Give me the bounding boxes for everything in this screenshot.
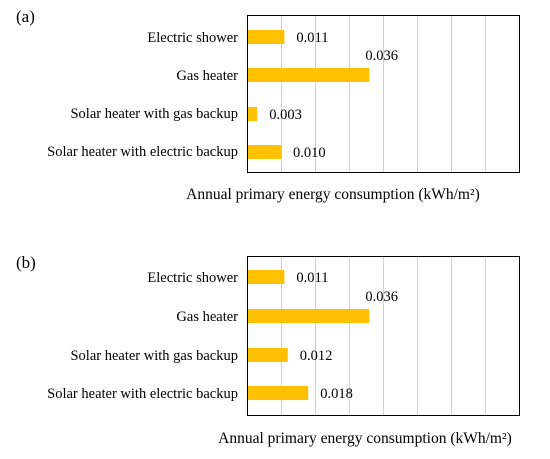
panel-label: (a) bbox=[16, 7, 35, 26]
category-label: Electric shower bbox=[147, 270, 238, 286]
category-labels: Electric shower Gas heater Solar heater … bbox=[47, 270, 238, 402]
bars bbox=[248, 30, 370, 159]
data-label: 0.003 bbox=[269, 107, 302, 123]
data-label: 0.011 bbox=[296, 270, 328, 286]
category-label: Gas heater bbox=[176, 68, 238, 84]
chart-panel-a: (a) Electric shower Gas heater Solar hea… bbox=[16, 7, 520, 203]
plot-frame bbox=[247, 15, 520, 173]
category-labels: Electric shower Gas heater Solar heater … bbox=[47, 30, 238, 160]
category-label: Solar heater with electric backup bbox=[47, 386, 238, 402]
data-label: 0.036 bbox=[365, 289, 398, 305]
data-label: 0.036 bbox=[365, 48, 398, 64]
data-labels: 0.011 0.036 0.003 0.010 bbox=[269, 30, 398, 161]
plot-frame bbox=[247, 256, 520, 416]
category-label: Solar heater with electric backup bbox=[47, 144, 238, 160]
bar bbox=[248, 270, 285, 284]
data-labels: 0.011 0.036 0.012 0.018 bbox=[296, 270, 398, 402]
data-label: 0.010 bbox=[293, 145, 326, 161]
bar bbox=[248, 309, 370, 323]
bar bbox=[248, 348, 288, 362]
x-axis-label: Annual primary energy consumption (kWh/m… bbox=[218, 430, 512, 447]
bars bbox=[248, 270, 370, 400]
bar bbox=[248, 68, 370, 82]
bar bbox=[248, 145, 281, 159]
x-axis-label: Annual primary energy consumption (kWh/m… bbox=[186, 186, 480, 203]
data-label: 0.012 bbox=[300, 348, 333, 364]
chart-panel-b: (b) Electric shower Gas heater Solar hea… bbox=[16, 253, 520, 447]
category-label: Gas heater bbox=[176, 309, 238, 325]
data-label: 0.011 bbox=[296, 30, 328, 46]
bar bbox=[248, 30, 285, 44]
data-label: 0.018 bbox=[320, 386, 353, 402]
panel-label: (b) bbox=[16, 253, 36, 272]
bar bbox=[248, 386, 309, 400]
category-label: Solar heater with gas backup bbox=[70, 106, 238, 122]
category-label: Solar heater with gas backup bbox=[70, 348, 238, 364]
category-label: Electric shower bbox=[147, 30, 238, 46]
bar bbox=[248, 107, 258, 121]
